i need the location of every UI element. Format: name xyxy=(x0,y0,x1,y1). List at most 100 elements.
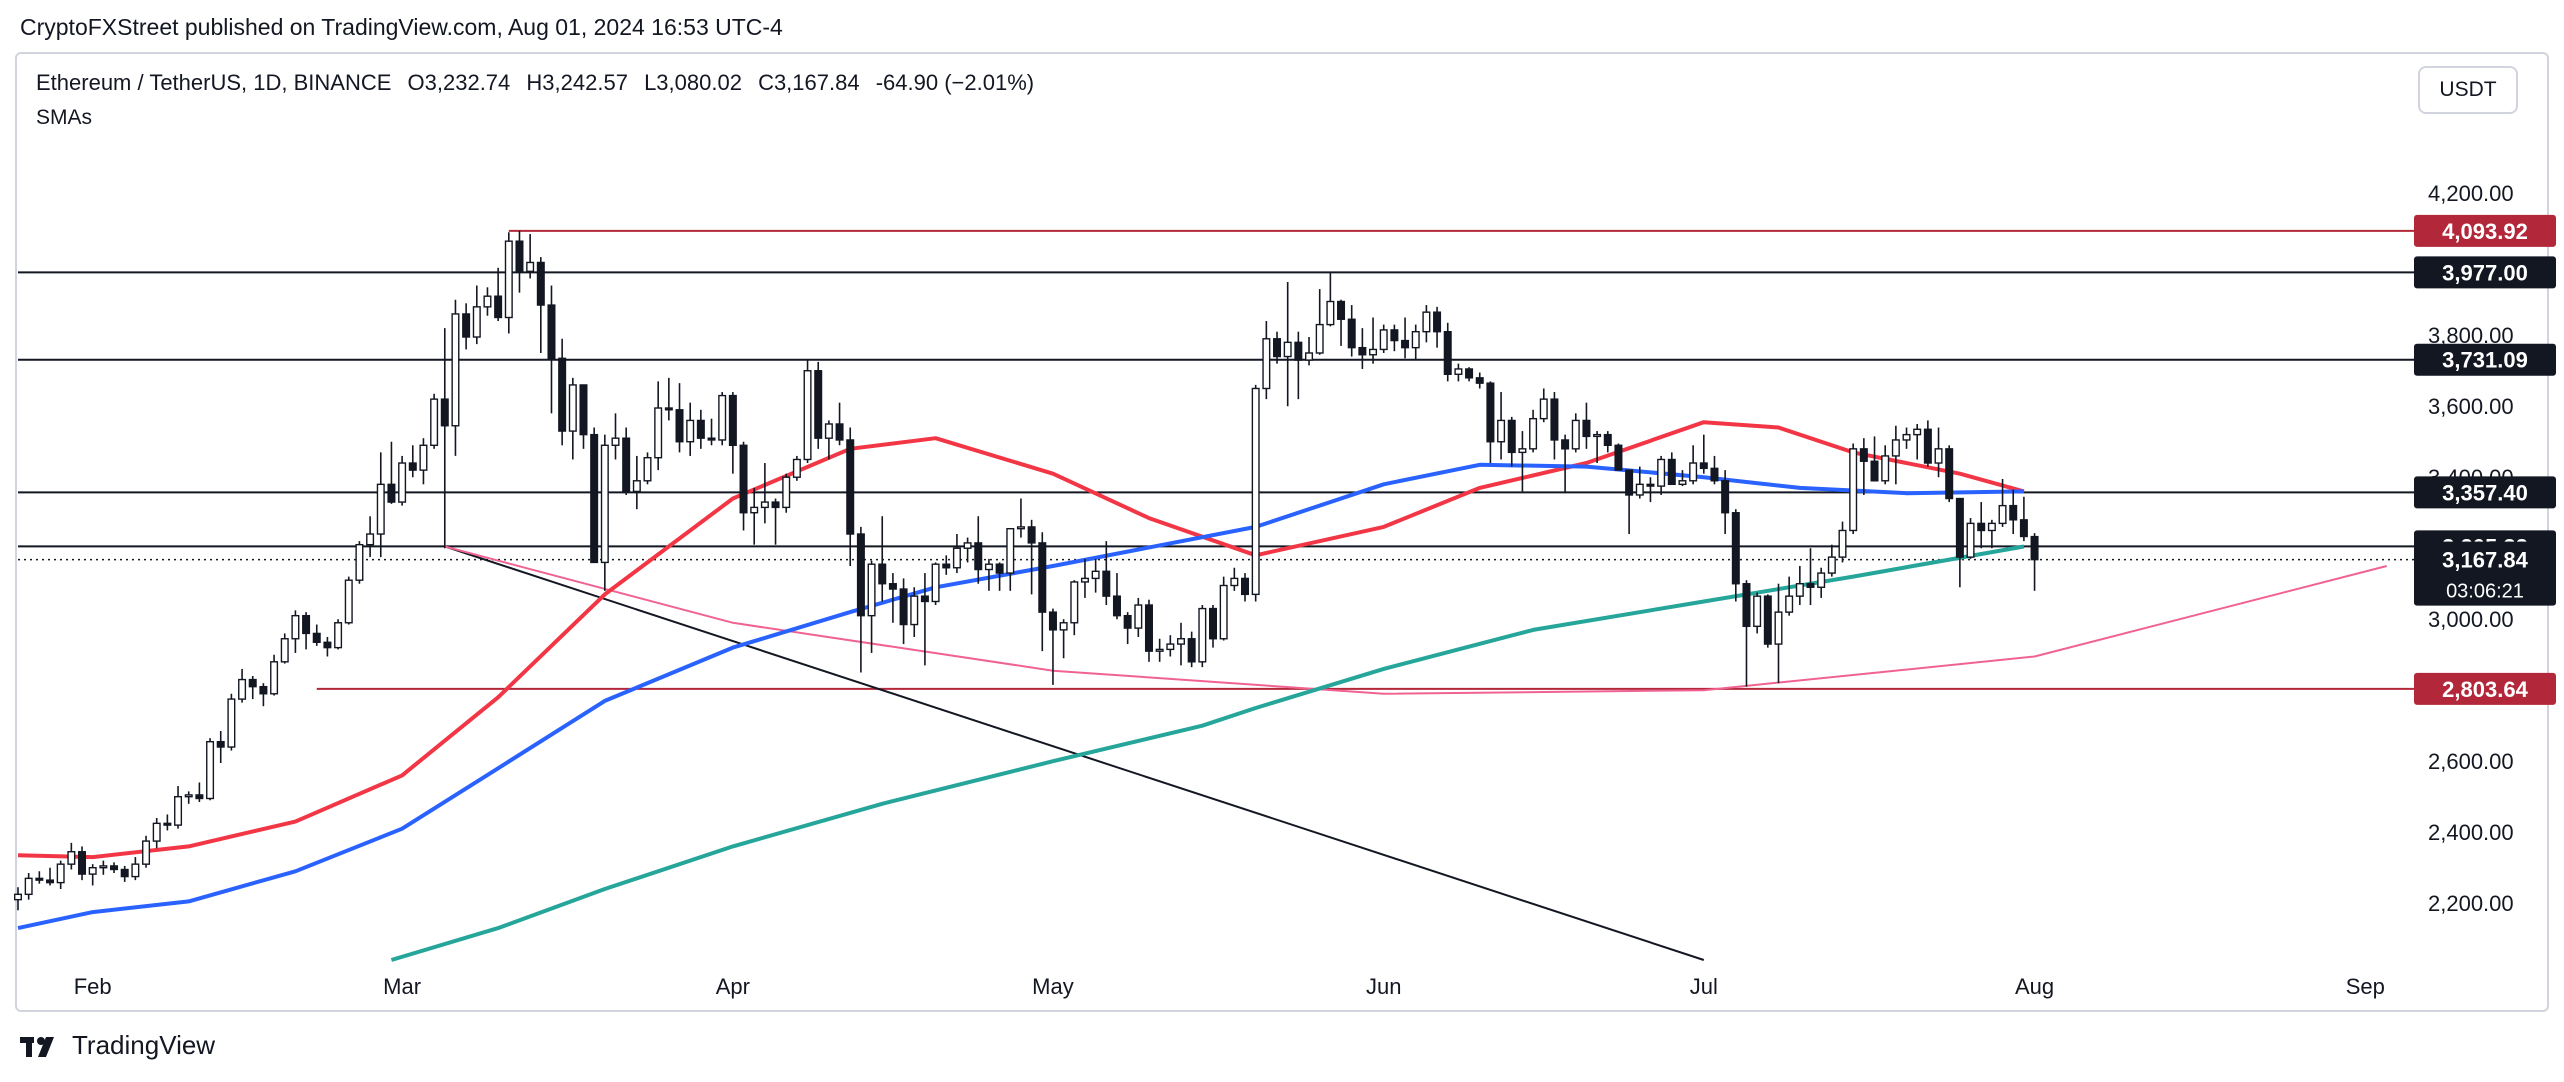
candle-up xyxy=(984,563,993,571)
publish-caption: CryptoFXStreet published on TradingView.… xyxy=(20,14,783,40)
candle-down xyxy=(1742,583,1751,628)
candle-up xyxy=(131,863,140,878)
last-price-badge xyxy=(2414,541,2556,606)
candle-up xyxy=(1678,480,1687,486)
candle-up xyxy=(1016,526,1025,530)
candle-up xyxy=(1529,417,1538,450)
candle-up xyxy=(1091,570,1100,580)
candle-down xyxy=(1337,300,1346,320)
candle-up xyxy=(472,306,481,338)
candle-down xyxy=(312,632,321,643)
candle-up xyxy=(792,458,801,478)
candle-up xyxy=(632,480,641,493)
candle-down xyxy=(675,409,684,443)
candle-down xyxy=(622,437,631,493)
candle-down xyxy=(46,879,55,884)
candle-up xyxy=(1454,368,1463,375)
candle-down xyxy=(2019,519,2028,538)
candle-up xyxy=(1838,529,1847,558)
candle-up xyxy=(1817,572,1826,588)
candle-up xyxy=(931,563,940,603)
candle-up xyxy=(206,740,215,800)
candle-up xyxy=(344,579,353,624)
candle-up xyxy=(782,476,791,509)
candle-up xyxy=(99,865,108,869)
candle-down xyxy=(110,865,119,871)
price-axis-level-badge xyxy=(2414,214,2556,247)
candle-up xyxy=(67,851,76,865)
candle-up xyxy=(568,384,577,432)
candle-up xyxy=(270,661,279,695)
candle-down xyxy=(1112,595,1121,617)
candle-up xyxy=(1987,522,1996,532)
candle-up xyxy=(1913,428,1922,436)
candle-down xyxy=(920,595,929,603)
candle-up xyxy=(451,313,460,427)
candle-up xyxy=(1379,329,1388,351)
candle-down xyxy=(1721,480,1730,514)
candle-up xyxy=(867,563,876,617)
candle-up xyxy=(1283,341,1292,358)
candle-down xyxy=(558,357,567,432)
ohlc-low: L3,080.02 xyxy=(644,70,742,95)
price-axis-level-label: 3,357.40 xyxy=(2442,480,2528,505)
y-tick-label: 2,400.00 xyxy=(2428,820,2514,845)
candle-up xyxy=(376,483,385,535)
candle-down xyxy=(771,501,780,509)
candle-up xyxy=(504,240,513,319)
candle-down xyxy=(1507,419,1516,454)
candle-down xyxy=(942,563,951,569)
candle-up xyxy=(1891,439,1900,457)
ohlc-close: C3,167.84 xyxy=(758,70,860,95)
candle-down xyxy=(547,304,556,360)
x-tick-label: Mar xyxy=(383,974,421,999)
tradingview-footer: TradingView xyxy=(20,1030,215,1061)
candle-down xyxy=(1433,311,1442,333)
candle-up xyxy=(152,822,161,842)
candle-up xyxy=(291,614,300,640)
candle-down xyxy=(814,370,823,439)
currency-button[interactable]: USDT xyxy=(2418,66,2518,114)
candle-down xyxy=(1038,542,1047,613)
candle-down xyxy=(1710,467,1719,482)
candle-down xyxy=(195,794,204,800)
candle-up xyxy=(142,840,151,865)
price-axis-level-label: 3,977.00 xyxy=(2442,260,2528,285)
candle-down xyxy=(728,394,737,446)
candle-up xyxy=(334,622,343,649)
candle-down xyxy=(1273,338,1282,358)
candle-down xyxy=(974,542,983,571)
y-tick-label: 2,600.00 xyxy=(2428,749,2514,774)
candle-down xyxy=(1241,577,1250,596)
indicator-legend[interactable]: SMAs xyxy=(36,106,93,129)
candle-down xyxy=(1977,522,1986,532)
price-axis-level-label: 2,803.64 xyxy=(2442,677,2528,702)
candle-up xyxy=(174,796,183,826)
candle-up xyxy=(1902,433,1911,441)
candle-down xyxy=(1763,595,1772,645)
candle-up xyxy=(1849,448,1858,532)
candle-down xyxy=(494,295,503,319)
x-tick-label: Aug xyxy=(2015,974,2054,999)
candle-down xyxy=(899,588,908,626)
candle-up xyxy=(526,261,535,273)
candle-down xyxy=(1731,512,1740,585)
candle-up xyxy=(1305,352,1314,361)
y-tick-label: 2,200.00 xyxy=(2428,891,2514,916)
candle-up xyxy=(1998,504,2007,525)
symbol-name[interactable]: Ethereum / TetherUS, 1D, BINANCE xyxy=(36,70,392,95)
candle-up xyxy=(1966,522,1975,558)
candle-up xyxy=(1497,419,1506,443)
price-axis-level-badge xyxy=(2414,256,2556,289)
candle-up xyxy=(1155,648,1164,652)
candle-down xyxy=(462,313,471,338)
candle-up xyxy=(1006,528,1015,574)
candle-down xyxy=(1208,607,1218,640)
candle-up xyxy=(1689,462,1698,482)
candle-up xyxy=(600,444,609,564)
candle-down xyxy=(1358,346,1367,356)
candle-down xyxy=(1923,428,1932,464)
candle-up xyxy=(718,394,727,441)
price-axis-level-label: 3,731.09 xyxy=(2442,348,2528,373)
